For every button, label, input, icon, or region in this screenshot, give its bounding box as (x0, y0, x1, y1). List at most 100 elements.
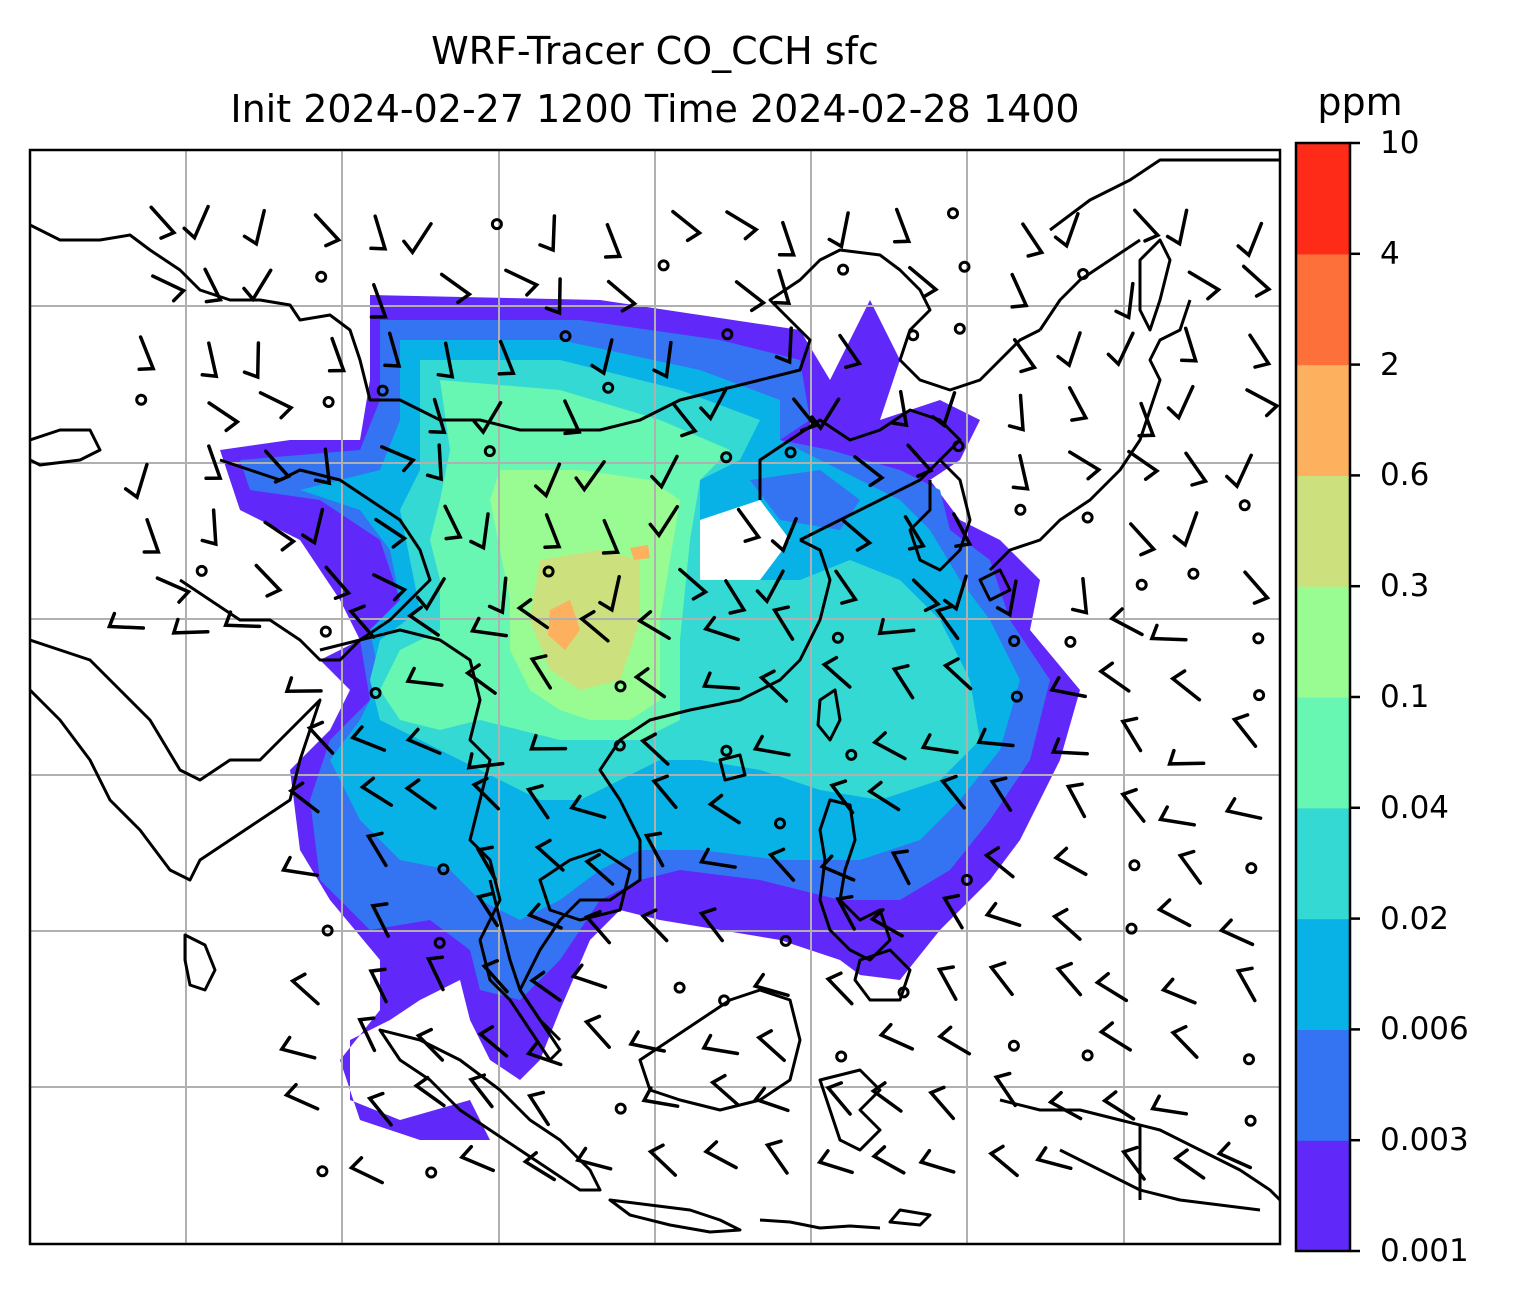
wind-barb (1137, 401, 1156, 438)
calm-wind-marker (614, 680, 627, 693)
wind-barb (368, 967, 388, 1004)
wind-barb (825, 971, 854, 1006)
wind-barb (1224, 797, 1263, 820)
colorbar-segment (1296, 918, 1350, 1030)
calm-wind-marker (1010, 690, 1023, 703)
wind-barb (142, 518, 161, 554)
wind-barb (469, 616, 508, 638)
wind-barb (584, 852, 615, 886)
colorbar-segment (1296, 143, 1350, 255)
wind-barb (767, 847, 796, 882)
wind-barb (1160, 977, 1197, 1005)
calm-wind-marker (1081, 1049, 1094, 1062)
colorbar-tick-label: 4 (1380, 235, 1400, 272)
wind-barb (464, 663, 497, 695)
coastline-china-east (758, 408, 962, 542)
wind-barb (404, 778, 437, 810)
wind-barb (671, 209, 703, 243)
wind-barb (123, 462, 149, 500)
colorbar-tick-label: 0.02 (1380, 900, 1450, 937)
border-himalaya (179, 458, 432, 662)
calm-wind-marker (1187, 567, 1200, 580)
calm-wind-marker (837, 263, 850, 276)
wind-barb (200, 508, 218, 547)
wind-barb (601, 518, 621, 555)
wind-barb (1167, 748, 1206, 766)
wind-barb (1235, 966, 1257, 1003)
colorbar-segment (1296, 1029, 1350, 1141)
wind-barb (988, 1144, 1019, 1178)
coastline-india (30, 638, 322, 882)
wind-barb (583, 909, 612, 945)
wind-barb (1097, 661, 1131, 693)
wind-barb (1216, 1141, 1253, 1170)
coastline-lesser-sunda (759, 1218, 881, 1230)
tracer-field (220, 295, 1080, 1140)
coastline-srilanka (183, 933, 217, 992)
contour-level-8 (548, 600, 580, 650)
wind-barb (574, 460, 606, 493)
wind-barb (242, 268, 273, 303)
wind-barb (698, 907, 724, 943)
wind-barb (1172, 511, 1199, 548)
wind-barb (497, 339, 516, 376)
wind-barb (369, 214, 388, 251)
calm-wind-marker (195, 564, 208, 577)
wind-barbs (106, 204, 1280, 1185)
wind-barb (574, 1146, 613, 1171)
wind-barb (1114, 281, 1135, 321)
wind-barb (1007, 393, 1025, 432)
colorbar-tick-label: 2 (1380, 346, 1400, 383)
calm-wind-marker (1007, 1039, 1020, 1052)
wind-barb (628, 1030, 666, 1053)
wind-barb (1101, 1090, 1136, 1121)
wind-barb (504, 268, 540, 297)
colorbar-units: ppm (1317, 80, 1403, 124)
calm-wind-marker (845, 748, 858, 761)
wind-barb (263, 449, 292, 484)
coastline-java (608, 1198, 742, 1234)
wind-barb (636, 610, 671, 640)
wind-barb (734, 280, 767, 313)
calm-wind-marker (437, 863, 450, 876)
wind-barb (918, 1148, 956, 1174)
colorbar-segment (1296, 364, 1350, 476)
wind-barb (369, 283, 388, 319)
wind-barb (182, 204, 210, 241)
wind-barb (1035, 1146, 1073, 1171)
coastline-sakhalin (1138, 238, 1172, 332)
wind-barb (869, 908, 904, 938)
wind-barb (942, 657, 973, 691)
map-title-line2: Init 2024-02-27 1200 Time 2024-02-28 140… (230, 87, 1080, 131)
wind-barb (736, 507, 762, 543)
colorbar-tick-label: 0.04 (1380, 789, 1450, 826)
wind-barb (930, 391, 957, 428)
wind-barb (443, 504, 463, 541)
wind-barb (764, 1139, 789, 1175)
wind-barb (892, 207, 912, 244)
wind-barb (425, 443, 443, 482)
wind-barb (1225, 453, 1253, 490)
wind-barb (1165, 208, 1189, 247)
coastline-sulawesi (818, 1068, 882, 1152)
wind-barb (755, 569, 785, 605)
wind-barb (639, 732, 670, 766)
colorbar-segment (1296, 253, 1350, 366)
calm-wind-marker (483, 445, 496, 458)
map-frame (28, 148, 1282, 1246)
wind-barb (928, 1085, 956, 1121)
wind-barb (487, 576, 508, 615)
coastline-taiwan (816, 688, 842, 742)
wind-barb (603, 222, 623, 259)
wind-barb (526, 902, 563, 930)
colorbar-segment (1296, 697, 1350, 809)
wind-barb (359, 776, 394, 807)
coastline-japan (988, 299, 1192, 572)
wind-barb (406, 605, 440, 637)
wind-barb (428, 397, 447, 435)
wind-barb (1179, 326, 1199, 363)
wind-barb (137, 335, 156, 372)
calm-wind-marker (673, 981, 686, 994)
calm-wind-marker (779, 934, 792, 947)
calm-wind-marker (1238, 499, 1251, 512)
